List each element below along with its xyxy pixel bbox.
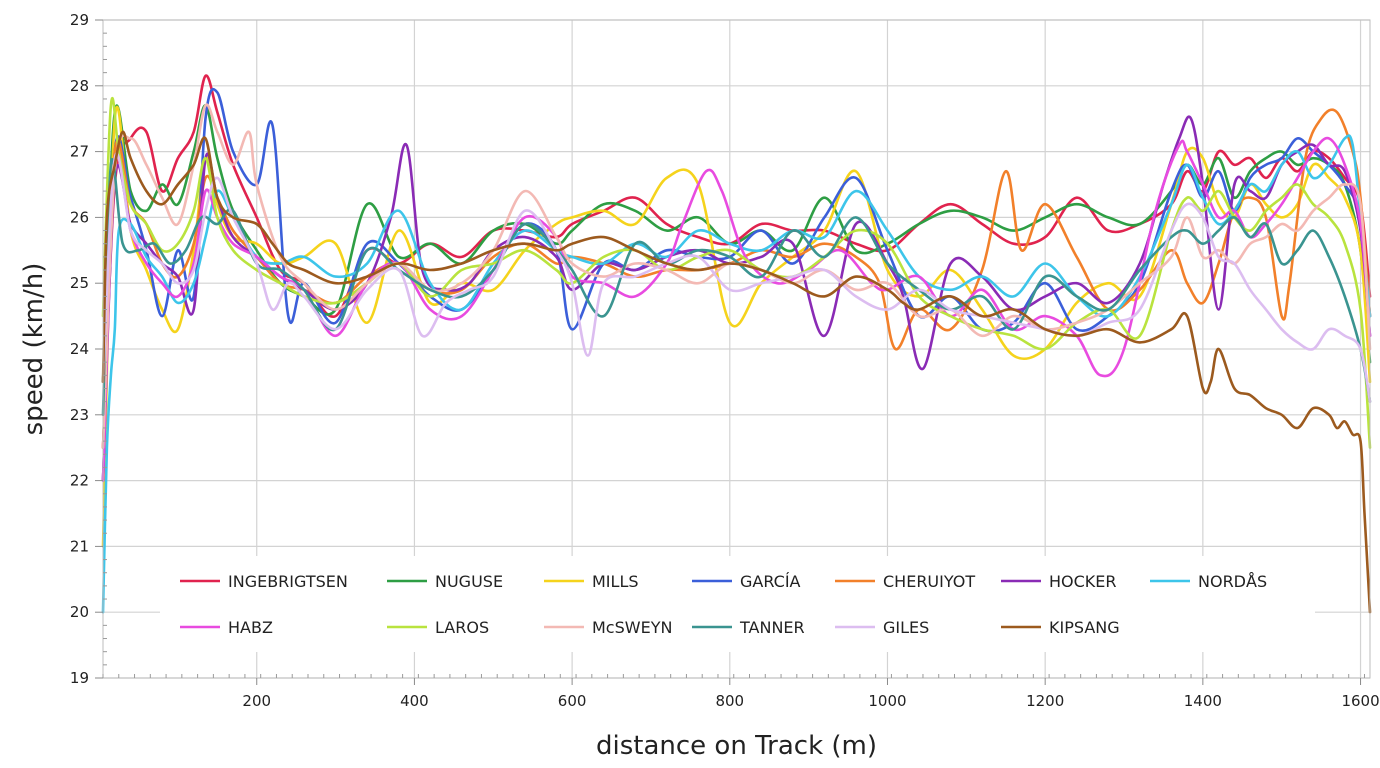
y-tick-label: 27 bbox=[70, 143, 89, 161]
legend-label-mcsweyn: McSWEYN bbox=[592, 618, 672, 637]
legend: INGEBRIGTSEN NUGUSE MILLS GARCÍA CHERUIYOT HO… bbox=[160, 556, 1315, 652]
legend-label-giles: GILES bbox=[883, 618, 929, 637]
series-line-garcia bbox=[101, 88, 1372, 482]
series-lines bbox=[101, 74, 1372, 614]
legend-label-nuguse: NUGUSE bbox=[435, 572, 503, 591]
series-line-kipsang bbox=[101, 130, 1372, 614]
legend-label-mills: MILLS bbox=[592, 572, 639, 591]
legend-label-kipsang: KIPSANG bbox=[1049, 618, 1120, 637]
legend-label-laros: LAROS bbox=[435, 618, 489, 637]
y-tick-label: 21 bbox=[70, 537, 89, 555]
y-tick-label: 26 bbox=[70, 208, 89, 226]
y-axis-title: speed (km/h) bbox=[19, 263, 49, 436]
x-axis-title: distance on Track (m) bbox=[596, 731, 877, 761]
legend-background bbox=[160, 556, 1315, 652]
series-line-nordas bbox=[101, 134, 1372, 614]
axis-ticks: 200 400 600 800 1000 1200 1400 1600 19 20 21 22 23 24… bbox=[70, 11, 1380, 710]
y-tick-label: 19 bbox=[70, 669, 89, 687]
y-tick-label: 23 bbox=[70, 406, 89, 424]
x-tick-label: 1400 bbox=[1184, 692, 1222, 710]
legend-label-nordas: NORDÅS bbox=[1198, 572, 1267, 591]
series-line-tanner bbox=[101, 158, 1372, 417]
x-tick-label: 1000 bbox=[868, 692, 906, 710]
x-tick-label: 600 bbox=[558, 692, 587, 710]
y-tick-label: 29 bbox=[70, 11, 89, 29]
series-line-mcsweyn bbox=[101, 103, 1372, 449]
x-tick-label: 800 bbox=[715, 692, 744, 710]
legend-label-tanner: TANNER bbox=[739, 618, 805, 637]
y-tick-label: 24 bbox=[70, 340, 89, 358]
x-tick-label: 400 bbox=[400, 692, 429, 710]
x-tick-label: 200 bbox=[242, 692, 271, 710]
y-tick-label: 20 bbox=[70, 603, 89, 621]
legend-label-ingebrigtsen: INGEBRIGTSEN bbox=[228, 572, 348, 591]
y-tick-label: 25 bbox=[70, 274, 89, 292]
x-tick-label: 1600 bbox=[1341, 692, 1379, 710]
legend-label-cheruiyot: CHERUIYOT bbox=[883, 572, 975, 591]
series-line-hocker bbox=[101, 115, 1372, 482]
legend-label-garcia: GARCÍA bbox=[740, 572, 801, 591]
legend-label-hocker: HOCKER bbox=[1049, 572, 1117, 591]
y-tick-label: 22 bbox=[70, 472, 89, 490]
legend-label-habz: HABZ bbox=[228, 618, 273, 637]
series-line-giles bbox=[101, 152, 1372, 403]
x-tick-label: 1200 bbox=[1026, 692, 1064, 710]
y-tick-label: 28 bbox=[70, 77, 89, 95]
